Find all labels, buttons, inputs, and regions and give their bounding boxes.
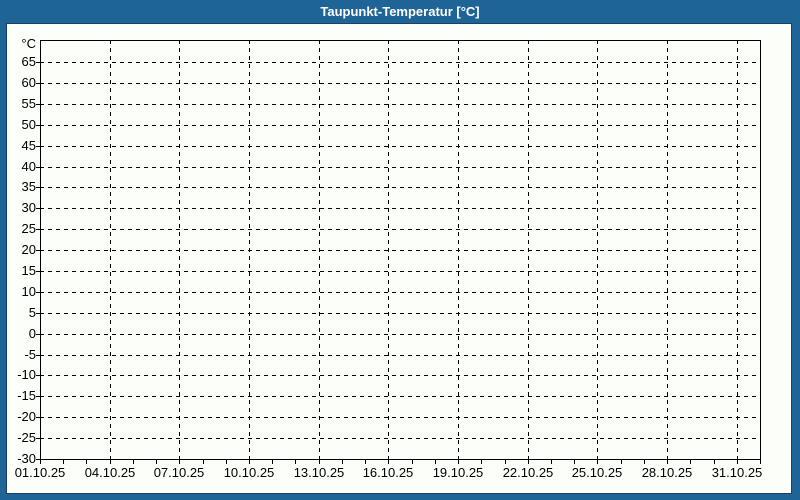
y-tick-label: 35 [21,179,36,194]
plot-border [40,40,761,460]
x-tick-label: 07.10.25 [153,465,205,480]
x-tick-label: 01.10.25 [14,465,66,480]
y-tick-label: -25 [17,430,36,445]
y-tick-label: -20 [17,409,36,424]
y-tick-label: -15 [17,388,36,403]
y-tick-label: 50 [21,117,36,132]
chart-panel [6,23,792,494]
x-tick-label: 13.10.25 [293,465,345,480]
y-tick-label: 10 [21,284,36,299]
y-tick-label: 40 [21,159,36,174]
y-tick-label: 30 [21,200,36,215]
x-tick-label: 16.10.25 [362,465,414,480]
y-tick-label: 15 [21,263,36,278]
y-axis-unit-label: °C [21,36,36,51]
x-tick-label: 22.10.25 [502,465,554,480]
x-tick-label: 04.10.25 [84,465,136,480]
y-tick-label: 60 [21,75,36,90]
y-tick-label: 5 [28,305,36,320]
x-tick-label: 31.10.25 [711,465,763,480]
y-tick-label: 45 [21,138,36,153]
y-tick-label: -30 [17,451,36,466]
x-tick-label: 25.10.25 [571,465,623,480]
y-tick-label: 20 [21,242,36,257]
x-tick-label: 28.10.25 [641,465,693,480]
y-tick-label: 55 [21,96,36,111]
y-tick-label: -5 [24,347,36,362]
y-tick-label: 25 [21,221,36,236]
x-tick-label: 19.10.25 [432,465,484,480]
y-tick-label: -10 [17,367,36,382]
window-title: Taupunkt-Temperatur [°C] [320,4,480,19]
y-tick-label: 65 [21,54,36,69]
y-tick-label: 0 [28,326,36,341]
x-tick-label: 10.10.25 [223,465,275,480]
